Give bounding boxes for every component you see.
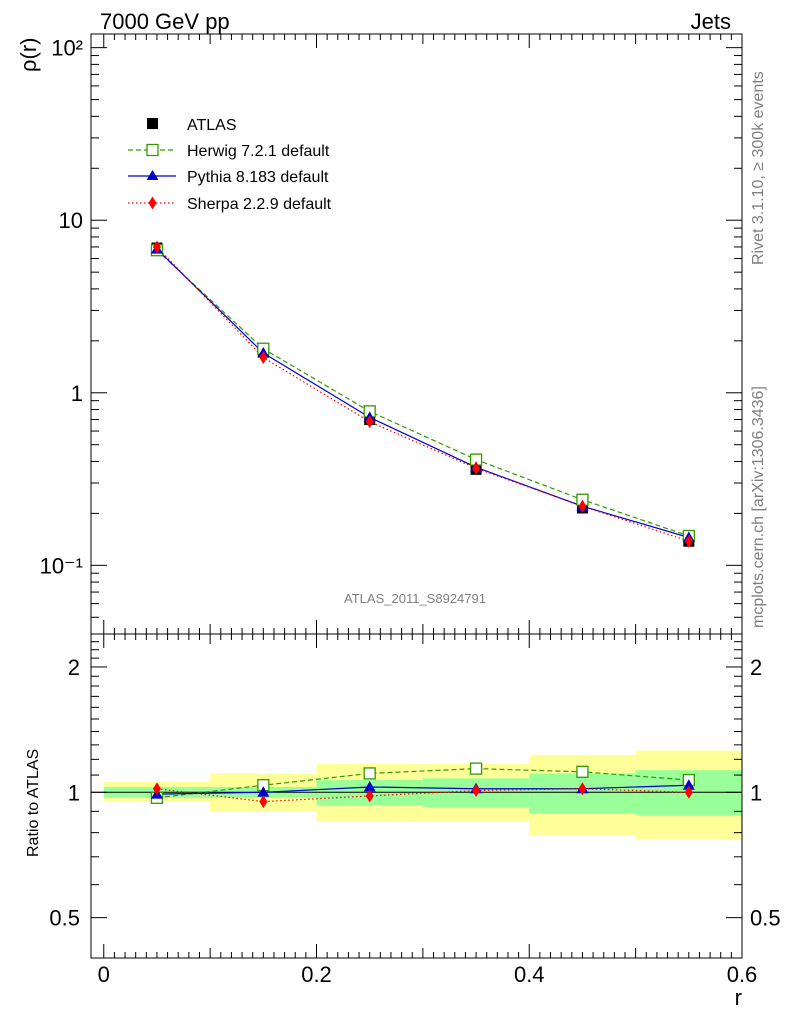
x-tick-label-2: 0.4 [514, 962, 545, 987]
ratio-ytick-label-right-2: 2 [750, 655, 762, 680]
main-ytick-label-2: 10 [59, 208, 83, 233]
header-right: Jets [691, 9, 731, 34]
legend-label-herwig: Herwig 7.2.1 default [187, 143, 330, 160]
main-ytick-label-3: 10² [51, 36, 83, 61]
ratio-line-herwig [156, 768, 689, 799]
main-point-sherpa-1 [259, 351, 268, 365]
ratio-point-herwig-4 [576, 765, 589, 778]
legend: ATLAS Herwig 7.2.1 default Pythia 8.183 … [128, 117, 332, 213]
main-point-sherpa-5 [684, 534, 693, 548]
legend-label-atlas: ATLAS [187, 117, 237, 134]
ratio-point-sherpa-1 [259, 795, 268, 809]
ratio-ytick-label-right-1: 1 [750, 780, 762, 805]
ratio-ytick-label-left-2: 2 [68, 655, 80, 680]
legend-item-herwig: Herwig 7.2.1 default [128, 143, 330, 160]
main-panel-series [150, 240, 695, 548]
header-left: 7000 GeV pp [100, 9, 230, 34]
ratio-ytick-label-left-1: 1 [68, 780, 80, 805]
mcplots-label: mcplots.cern.ch [arXiv:1306.3436] [750, 386, 767, 628]
main-point-sherpa-0 [152, 240, 161, 254]
legend-marker-pythia [146, 170, 159, 180]
main-line-pythia [156, 248, 689, 539]
ratio-point-sherpa-5 [684, 785, 693, 799]
legend-item-sherpa: Sherpa 2.2.9 default [128, 196, 332, 213]
legend-marker-herwig [146, 143, 159, 157]
ratio-ytick-label-right-0: 0.5 [750, 906, 781, 931]
main-ytick-label-0: 10⁻¹ [40, 553, 83, 578]
ratio-ytick-label-left-0: 0.5 [49, 906, 80, 931]
ratio-point-herwig-2 [363, 767, 376, 780]
rivet-label: Rivet 3.1.10, ≥ 300k events [750, 71, 767, 265]
ratio-point-herwig-3 [469, 762, 483, 775]
ratio-ylabel: Ratio to ATLAS [25, 749, 42, 857]
analysis-id: ATLAS_2011_S8924791 [344, 591, 486, 606]
ratio-line-pythia [156, 784, 689, 795]
x-tick-label-1: 0.2 [301, 962, 332, 987]
ratio-point-pythia-5 [682, 779, 695, 790]
main-panel-axes: 10⁻¹ 1 10 10² [40, 33, 743, 635]
legend-marker-sherpa [148, 196, 157, 210]
ratio-point-sherpa-2 [365, 789, 374, 803]
legend-label-sherpa: Sherpa 2.2.9 default [187, 196, 332, 213]
ratio-point-pythia-2 [363, 780, 376, 792]
ratio-line-sherpa [156, 788, 689, 803]
ratio-panel-series [150, 762, 695, 809]
ratio-point-pythia-1 [257, 786, 270, 797]
ratio-point-sherpa-0 [152, 782, 161, 796]
main-line-sherpa [156, 246, 690, 542]
ratio-uncertainty-bands [103, 750, 742, 840]
legend-marker-atlas [147, 118, 158, 129]
x-tick-label-3: 0.6 [727, 962, 758, 987]
main-line-herwig [156, 249, 690, 537]
x-tick-label-0: 0 [98, 962, 110, 987]
legend-item-atlas: ATLAS [147, 117, 237, 134]
main-point-sherpa-3 [472, 461, 481, 475]
main-ylabel: ρ(r) [16, 38, 41, 73]
ratio-point-sherpa-4 [578, 782, 587, 796]
main-point-sherpa-4 [578, 499, 587, 513]
legend-label-pythia: Pythia 8.183 default [187, 169, 329, 186]
main-point-sherpa-2 [365, 415, 374, 429]
ratio-point-sherpa-3 [472, 784, 481, 798]
ratio-frame [90, 633, 743, 959]
x-axis-label: r [735, 985, 742, 1010]
ratio-panel-axes: 0 0.2 0.4 0.6 0.5 0.5 1 1 2 2 [49, 633, 781, 987]
main-ytick-label-1: 1 [71, 381, 83, 406]
legend-item-pythia: Pythia 8.183 default [128, 169, 329, 186]
